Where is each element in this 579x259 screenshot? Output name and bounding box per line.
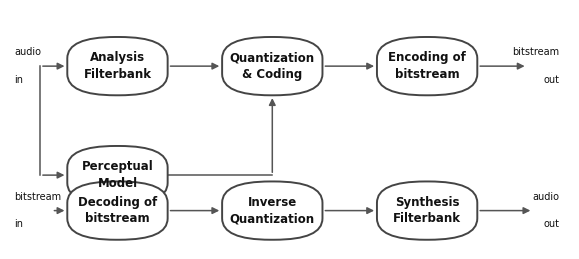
Text: out: out	[543, 219, 559, 229]
FancyBboxPatch shape	[377, 182, 477, 240]
Text: Decoding of
bitstream: Decoding of bitstream	[78, 196, 157, 225]
FancyBboxPatch shape	[222, 182, 323, 240]
FancyBboxPatch shape	[67, 182, 168, 240]
Text: Encoding of
bitstream: Encoding of bitstream	[388, 51, 466, 81]
FancyBboxPatch shape	[377, 37, 477, 95]
Text: bitstream: bitstream	[14, 192, 61, 202]
Text: Synthesis
Filterbank: Synthesis Filterbank	[393, 196, 461, 225]
Text: in: in	[14, 219, 23, 229]
Text: Analysis
Filterbank: Analysis Filterbank	[83, 51, 152, 81]
Text: in: in	[14, 75, 23, 85]
FancyBboxPatch shape	[67, 37, 168, 95]
Text: Perceptual
Model: Perceptual Model	[82, 160, 153, 190]
Text: Inverse
Quantization: Inverse Quantization	[230, 196, 315, 225]
FancyBboxPatch shape	[222, 37, 323, 95]
Text: audio: audio	[532, 192, 559, 202]
Text: Quantization
& Coding: Quantization & Coding	[230, 51, 315, 81]
Text: out: out	[543, 75, 559, 85]
FancyBboxPatch shape	[67, 146, 168, 204]
Text: bitstream: bitstream	[512, 47, 559, 57]
Text: audio: audio	[14, 47, 41, 57]
